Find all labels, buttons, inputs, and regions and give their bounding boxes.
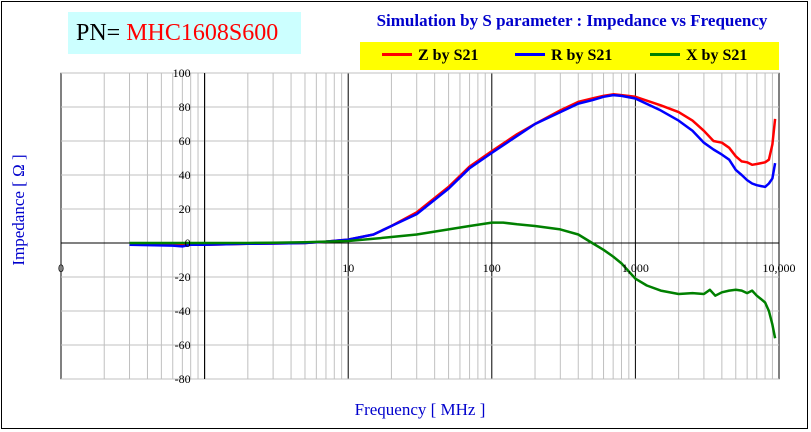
legend-item-x: X by S21 xyxy=(650,42,747,70)
part-number-value: MHC1608S600 xyxy=(126,20,279,46)
legend-item-r: R by S21 xyxy=(515,42,612,70)
x-tick-label: 10,000 xyxy=(763,261,796,275)
x-axis-title: Frequency [ MHz ] xyxy=(355,400,486,419)
y-tick-label: -20 xyxy=(175,270,191,284)
legend-swatch-x xyxy=(650,52,680,56)
legend-label-r: R by S21 xyxy=(551,47,613,64)
tick-label-layer: 100 80 60 40 20 0 -20 -40 -60 -80 0 10 100 1,000 10,00… xyxy=(58,66,796,386)
series-line-x xyxy=(129,221,777,339)
part-number-box: PN= MHC1608S600 xyxy=(68,12,301,54)
x-tick-label: 100 xyxy=(483,261,501,275)
y-axis-title: Impedance [ Ω ] xyxy=(9,154,28,265)
x-tick-label: 0 xyxy=(58,261,64,275)
y-tick-label: 20 xyxy=(179,202,191,216)
legend-swatch-r xyxy=(515,52,545,56)
legend-label-x: X by S21 xyxy=(686,47,748,64)
x-tick-label: 1,000 xyxy=(622,261,649,275)
y-tick-label: 40 xyxy=(179,168,191,182)
y-tick-label: -80 xyxy=(175,372,191,386)
y-tick-label: 100 xyxy=(173,66,191,80)
y-tick-label: 0 xyxy=(185,236,191,250)
chart-legend: Z by S21 R by S21 X by S21 xyxy=(360,42,779,70)
plot-area xyxy=(60,72,780,380)
x-tick-label: 10 xyxy=(342,261,354,275)
y-tick-label: -60 xyxy=(175,338,191,352)
legend-item-z: Z by S21 xyxy=(382,42,478,70)
chart-title: Simulation by S parameter : Impedance vs… xyxy=(376,11,768,30)
legend-swatch-z xyxy=(382,52,412,56)
part-number-label: PN= xyxy=(76,20,121,46)
y-tick-label: -40 xyxy=(175,304,191,318)
series-layer xyxy=(129,93,777,339)
legend-label-z: Z by S21 xyxy=(418,47,479,64)
y-tick-label: 80 xyxy=(179,100,191,114)
y-tick-label: 60 xyxy=(179,134,191,148)
